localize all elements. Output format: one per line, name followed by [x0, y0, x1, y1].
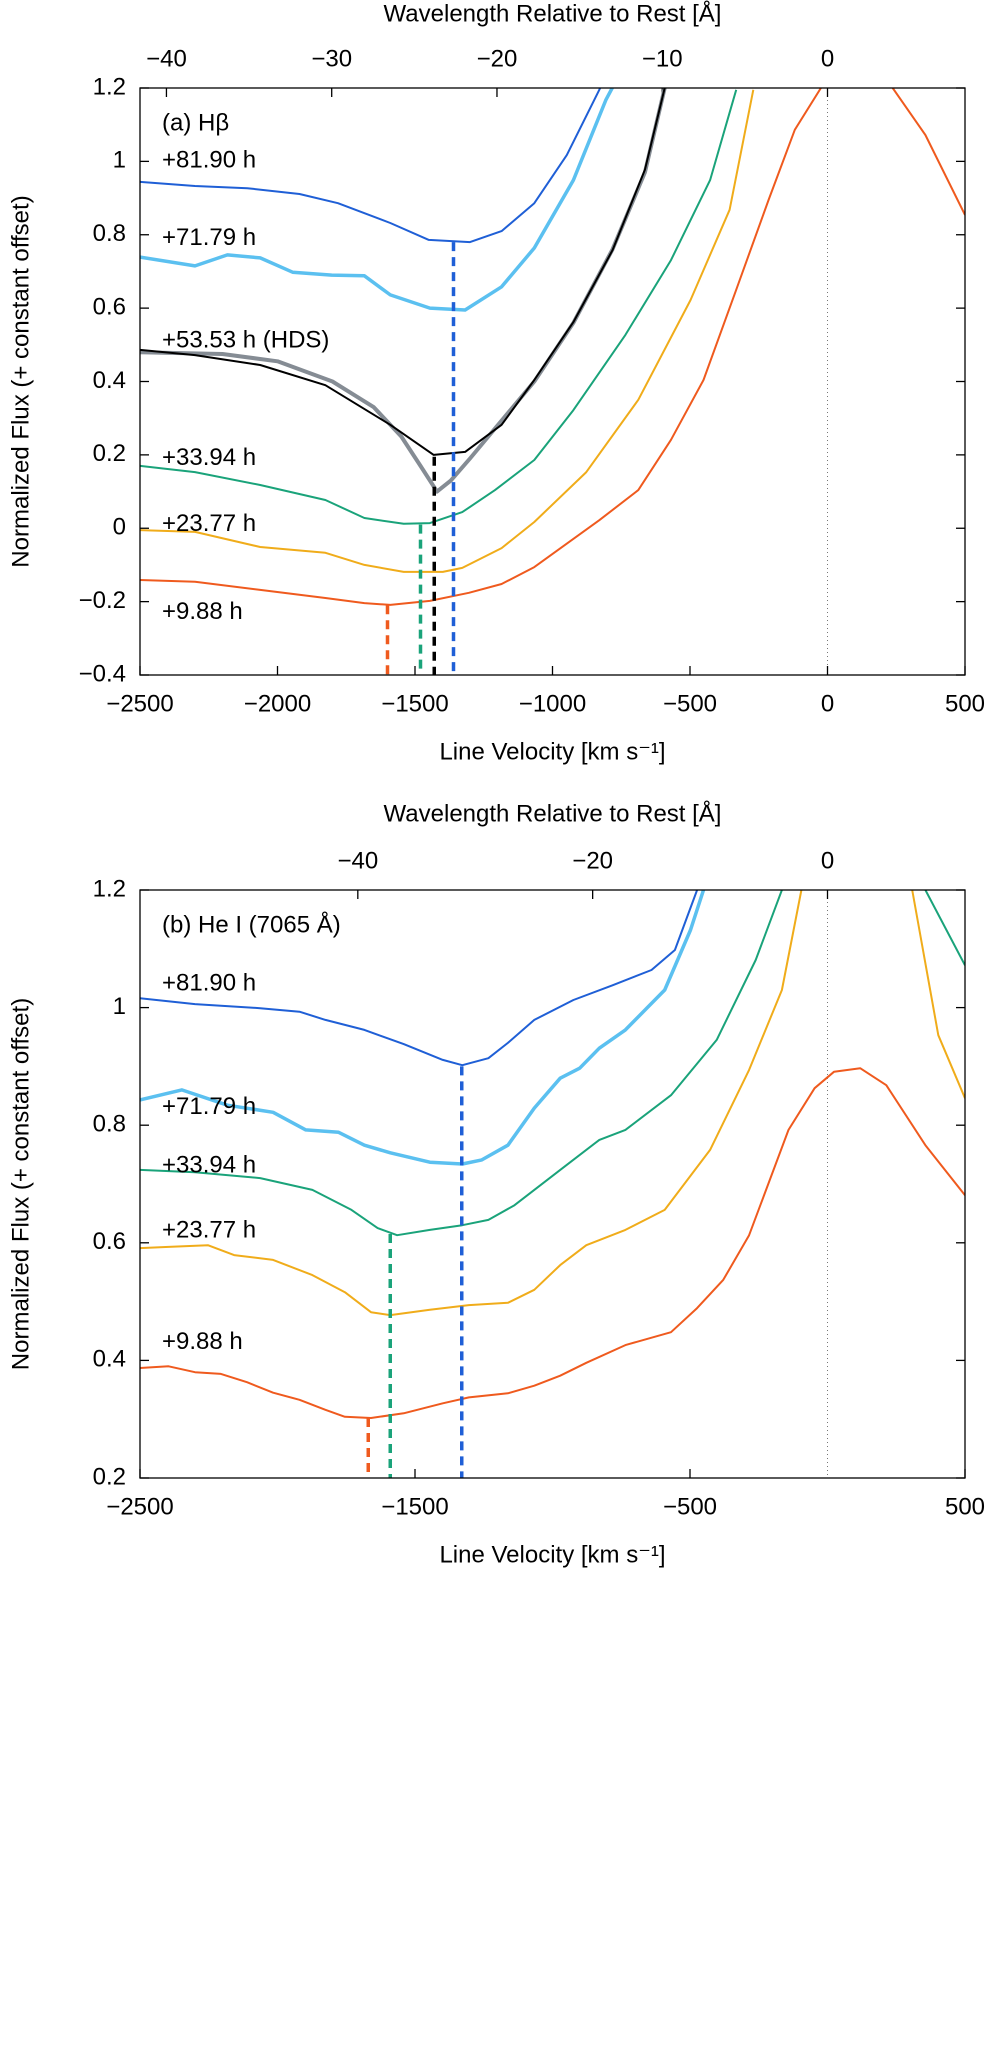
x2-tick-label: −40 [146, 45, 187, 72]
spectrum-line [140, 890, 706, 1166]
y-tick-label: 1 [113, 993, 126, 1020]
series-label: +71.79 h [162, 1093, 256, 1120]
panel: −2500 −2000 −1500 −1000 −500 0 500−40 −30 −20 −10… [7, 0, 985, 765]
series-label: +9.88 h [162, 598, 243, 625]
annotation: (a) Hβ [162, 109, 229, 136]
y-tick-label: 0 [113, 514, 126, 541]
y-tick-label: −0.2 [79, 587, 126, 614]
x-tick-label: −2500 [106, 1493, 173, 1520]
x-axis-title: Line Velocity [km s⁻¹] [439, 738, 665, 765]
x-tick-label: −500 [663, 1493, 717, 1520]
spectrum-line [140, 89, 738, 525]
series-group [140, 88, 965, 606]
series-label: +9.88 h [162, 1328, 243, 1355]
spectrum-line [140, 890, 965, 1317]
spectrum-line [140, 1067, 965, 1419]
series-label: +23.77 h [162, 1216, 256, 1243]
y-tick-label: 0.6 [93, 293, 126, 320]
x-tick-label: −1000 [519, 690, 586, 717]
series-label: +81.90 h [162, 969, 256, 996]
x2-tick-label: 0 [821, 45, 834, 72]
plot-frame [139, 889, 966, 1479]
y-axis-title: Normalized Flux (+ constant offset) [7, 195, 34, 567]
series-group [140, 890, 965, 1419]
x2-axis-title: Wavelength Relative to Rest [Å] [384, 799, 722, 827]
y-axis-title: Normalized Flux (+ constant offset) [7, 998, 34, 1370]
x-tick-label: −2500 [106, 690, 173, 717]
y-tick-label: 0.4 [93, 1346, 126, 1373]
x2-tick-label: −20 [477, 45, 518, 72]
y-tick-label: 1.2 [93, 875, 126, 902]
y-tick-label: 0.2 [93, 440, 126, 467]
spectrum-line [140, 890, 699, 1067]
x-tick-label: −1500 [381, 690, 448, 717]
series-label: +53.53 h (HDS) [162, 326, 329, 353]
x2-tick-label: −20 [572, 847, 613, 874]
y-tick-label: 1.2 [93, 73, 126, 100]
spectrum-line [140, 89, 755, 573]
spectrum-line [140, 890, 965, 1237]
y-tick-label: 0.4 [93, 367, 126, 394]
x-tick-label: −500 [663, 690, 717, 717]
panel: −2500 −1500 −500 500 −40 −20 0 0.2 0.4 0.6 0.8 1 1.2… [7, 799, 985, 1568]
x2-tick-label: −10 [642, 45, 683, 72]
spectrum-line [140, 88, 965, 606]
annotation: (b) He I (7065 Å) [162, 910, 341, 938]
x2-axis-title: Wavelength Relative to Rest [Å] [384, 0, 722, 27]
y-tick-label: 0.8 [93, 1111, 126, 1138]
y-tick-label: 0.2 [93, 1463, 126, 1490]
x-tick-label: −1500 [381, 1493, 448, 1520]
x2-tick-label: −30 [311, 45, 352, 72]
x2-tick-label: 0 [821, 847, 834, 874]
x-tick-label: 500 [945, 690, 985, 717]
spectrum-line [140, 88, 602, 244]
spectrum-line [140, 88, 615, 312]
y-tick-label: −0.4 [79, 660, 126, 687]
x-axis-title: Line Velocity [km s⁻¹] [439, 1541, 665, 1568]
y-tick-label: 0.8 [93, 220, 126, 247]
plot-frame [139, 87, 966, 676]
series-label: +81.90 h [162, 147, 256, 174]
series-label: +71.79 h [162, 224, 256, 251]
spectrum-line [140, 88, 666, 456]
x-tick-label: 0 [821, 690, 834, 717]
x-tick-label: −2000 [244, 690, 311, 717]
x-tick-label: 500 [945, 1493, 985, 1520]
series-label: +23.77 h [162, 510, 256, 537]
x2-tick-label: −40 [337, 847, 378, 874]
y-tick-label: 0.6 [93, 1228, 126, 1255]
series-label: +33.94 h [162, 1152, 256, 1179]
series-label: +33.94 h [162, 444, 256, 471]
y-tick-label: 1 [113, 147, 126, 174]
